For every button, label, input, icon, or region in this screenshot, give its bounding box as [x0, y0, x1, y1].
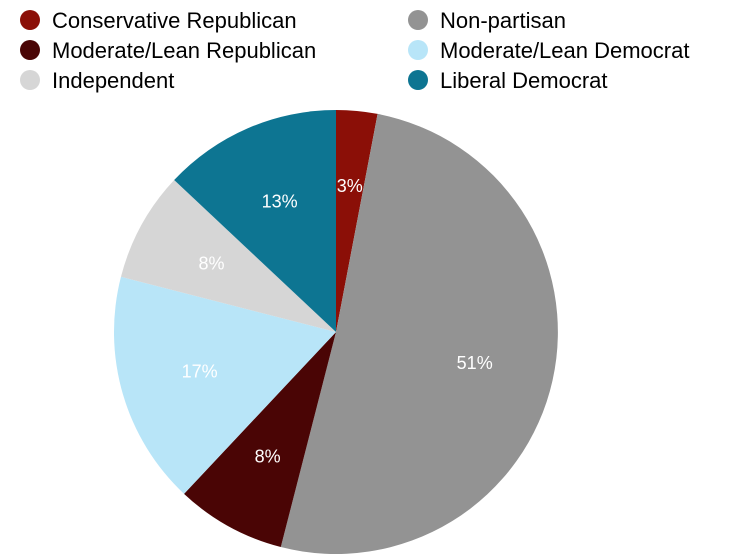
- legend-marker: [20, 70, 40, 90]
- pie-slice-liberal-democrat: [174, 110, 336, 332]
- legend-label: Moderate/Lean Republican: [52, 38, 316, 63]
- legend-label: Moderate/Lean Democrat: [440, 38, 689, 63]
- slice-label-non-partisan: 51%: [457, 353, 493, 373]
- legend-marker: [408, 70, 428, 90]
- pie-slice-conservative-republican: [336, 110, 378, 332]
- legend-marker: [408, 40, 428, 60]
- slice-label-conservative-republican: 3%: [337, 176, 363, 196]
- legend-item-non-partisan: Non-partisan: [408, 8, 566, 33]
- pie-slice-independent: [120, 180, 336, 332]
- legend-label: Non-partisan: [440, 8, 566, 33]
- legend-label: Liberal Democrat: [440, 68, 608, 93]
- pie-slice-non-partisan: [280, 113, 558, 554]
- pie-slice-moderate-lean-republican: [184, 332, 336, 548]
- slice-label-moderate-lean-democrat: 17%: [182, 362, 218, 382]
- legend-item-moderate-lean-democrat: Moderate/Lean Democrat: [408, 38, 689, 63]
- pie-slice-moderate-lean-democrat: [113, 276, 336, 494]
- slice-label-liberal-democrat: 13%: [262, 192, 298, 212]
- pie-slices: [113, 110, 558, 554]
- legend-label: Conservative Republican: [52, 8, 297, 33]
- slice-label-independent: 8%: [198, 254, 224, 274]
- slice-label-moderate-lean-republican: 8%: [255, 447, 281, 467]
- legend-item-liberal-democrat: Liberal Democrat: [408, 68, 608, 93]
- pie-slice-labels: 3% 51% 8% 17% 8% 13%: [182, 176, 493, 466]
- legend-item-independent: Independent: [20, 68, 174, 93]
- chart-legend: Conservative Republican Non-partisan Moder…: [20, 8, 689, 93]
- legend-marker: [20, 40, 40, 60]
- legend-marker: [20, 10, 40, 30]
- legend-marker: [408, 10, 428, 30]
- legend-item-moderate-lean-republican: Moderate/Lean Republican: [20, 38, 316, 63]
- legend-item-conservative-republican: Conservative Republican: [20, 8, 297, 33]
- legend-label: Independent: [52, 68, 174, 93]
